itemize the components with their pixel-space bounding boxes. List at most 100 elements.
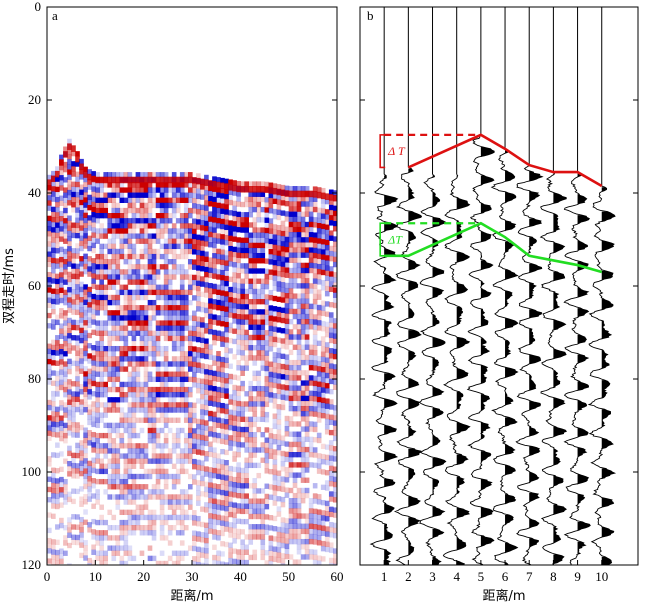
heatmap-cell <box>67 542 72 549</box>
heatmap-cell <box>151 340 157 347</box>
heatmap-cell <box>236 375 241 381</box>
heatmap-cell <box>304 518 310 524</box>
y-tick-label: 80 <box>28 371 41 386</box>
heatmap-cell <box>204 353 209 360</box>
heatmap-cell <box>139 207 145 214</box>
heatmap-cell <box>224 419 229 425</box>
heatmap-cell <box>111 233 117 239</box>
heatmap-cell <box>95 305 100 311</box>
heatmap-cell <box>59 553 64 559</box>
heatmap-cell <box>47 379 52 385</box>
heatmap-cell <box>127 172 133 178</box>
heatmap-cell <box>175 386 181 393</box>
heatmap-cell <box>204 389 209 395</box>
heatmap-cell <box>224 449 229 456</box>
heatmap-cell <box>111 335 117 342</box>
heatmap-cell <box>115 484 121 490</box>
heatmap-cell <box>192 438 197 444</box>
heatmap-cell <box>212 488 217 494</box>
heatmap-cell <box>115 468 121 475</box>
heatmap-cell <box>123 259 129 265</box>
heatmap-cell <box>328 547 334 553</box>
heatmap-cell <box>127 351 133 357</box>
heatmap-cell <box>151 187 157 193</box>
heatmap-cell <box>312 186 318 192</box>
heatmap-cell <box>272 433 278 440</box>
heatmap-cell <box>296 257 302 263</box>
heatmap-cell <box>55 422 60 428</box>
heatmap-cell <box>192 182 197 189</box>
heatmap-cell <box>83 258 88 265</box>
heatmap-cell <box>91 401 96 407</box>
heatmap-cell <box>288 247 294 253</box>
heatmap-cell <box>47 297 52 303</box>
heatmap-first-break <box>151 176 157 184</box>
heatmap-cell <box>179 514 185 521</box>
panel-a-x-label: 距离/m <box>170 588 213 604</box>
heatmap-cell <box>204 236 209 242</box>
heatmap-cell <box>300 344 306 350</box>
heatmap-cell <box>256 181 262 187</box>
heatmap-cell <box>179 525 185 531</box>
heatmap-cell <box>324 357 330 363</box>
heatmap-cell <box>87 358 92 364</box>
heatmap-cell <box>196 546 201 552</box>
heatmap-cell <box>123 345 129 352</box>
heatmap-cell <box>159 494 165 500</box>
heatmap-cell <box>47 312 52 319</box>
heatmap-cell <box>224 408 229 415</box>
heatmap-cell <box>179 264 185 270</box>
x-tick-label: 30 <box>186 569 199 584</box>
heatmap-cell <box>288 400 294 407</box>
heatmap-cell <box>139 509 145 516</box>
heatmap-cell <box>183 325 189 331</box>
heatmap-cell <box>63 345 68 352</box>
heatmap-cell <box>83 207 88 213</box>
heatmap-cell <box>151 468 157 475</box>
heatmap-cell <box>232 389 237 396</box>
heatmap-cell <box>316 294 322 300</box>
heatmap-cell <box>260 406 266 412</box>
heatmap-cell <box>308 426 314 432</box>
heatmap-cell <box>163 320 169 326</box>
heatmap-cell <box>204 307 209 314</box>
heatmap-cell <box>304 431 310 437</box>
heatmap-cell <box>119 238 125 244</box>
heatmap-cell <box>292 405 298 412</box>
heatmap-cell <box>300 278 306 284</box>
heatmap-cell <box>232 302 237 309</box>
heatmap-cell <box>143 371 149 377</box>
heatmap-cell <box>284 287 290 294</box>
heatmap-cell <box>320 203 326 209</box>
heatmap-cell <box>167 279 173 285</box>
heatmap-cell <box>296 503 302 509</box>
heatmap-cell <box>115 550 121 556</box>
heatmap-cell <box>183 489 189 495</box>
heatmap-cell <box>83 187 88 193</box>
heatmap-cell <box>127 361 133 367</box>
heatmap-cell <box>59 277 64 283</box>
heatmap-cell <box>252 503 258 509</box>
heatmap-cell <box>312 406 318 412</box>
heatmap-cell <box>111 402 117 408</box>
heatmap-cell <box>288 375 294 381</box>
heatmap-cell <box>272 551 278 557</box>
heatmap-cell <box>292 257 298 263</box>
heatmap-cell <box>268 228 274 234</box>
heatmap-cell <box>127 402 133 408</box>
heatmap-cell <box>268 515 274 521</box>
heatmap-cell <box>300 329 306 335</box>
heatmap-cell <box>220 239 225 245</box>
heatmap-cell <box>135 453 141 459</box>
heatmap-cell <box>256 350 262 356</box>
heatmap-cell <box>196 183 201 189</box>
heatmap-cell <box>244 442 249 448</box>
heatmap-cell <box>228 302 233 308</box>
heatmap-cell <box>216 197 221 203</box>
heatmap-cell <box>324 331 330 338</box>
heatmap-first-break <box>55 170 60 178</box>
panel-b-x-axis: 1 2 3 4 5 6 7 8 9 10 <box>381 560 608 584</box>
heatmap-cell <box>143 417 149 423</box>
heatmap-cell <box>196 244 201 251</box>
heatmap-cell <box>284 257 290 263</box>
